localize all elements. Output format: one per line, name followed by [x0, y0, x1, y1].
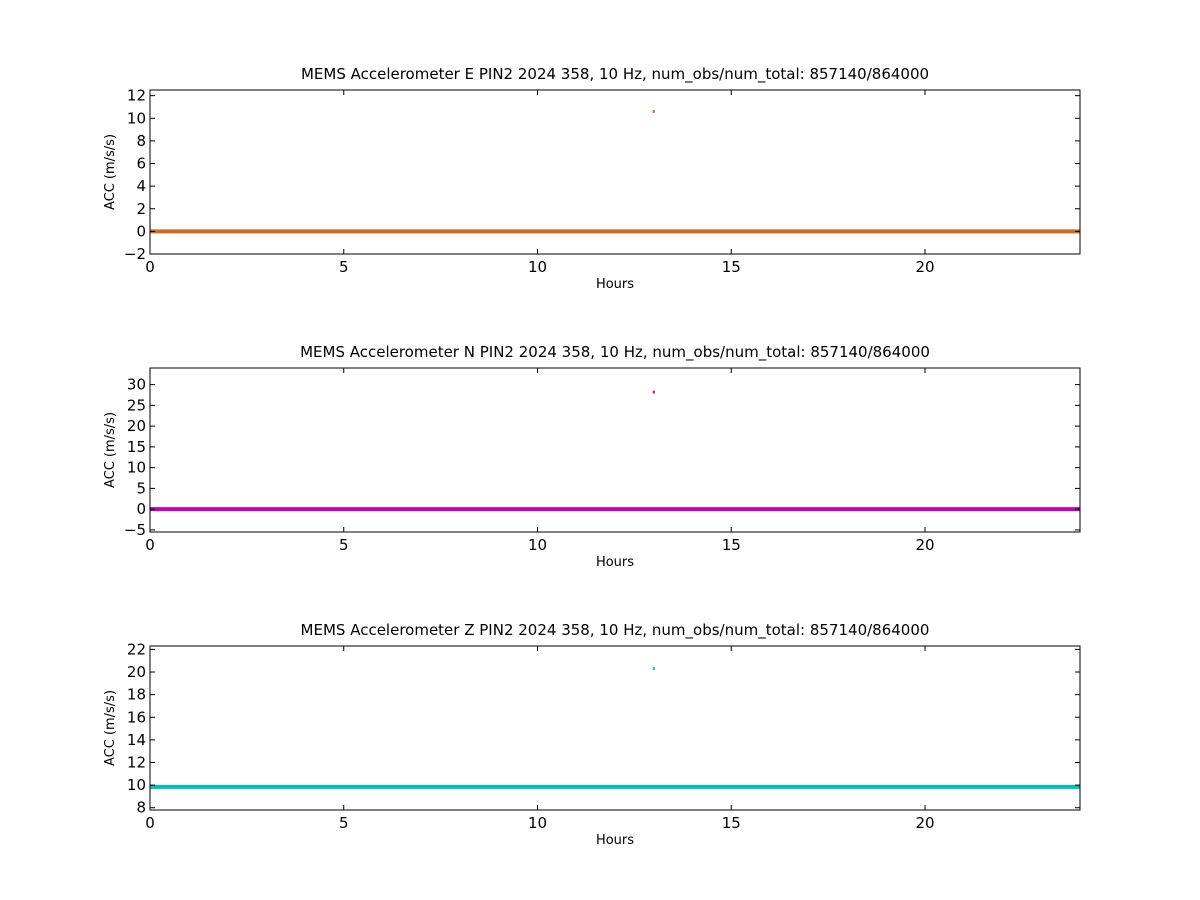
x-axis-label-east: Hours [596, 277, 634, 292]
x-tick-label-vertical: 0 [145, 814, 155, 832]
chart-panel-north: MEMS Accelerometer N PIN2 2024 358, 10 H… [103, 343, 1081, 570]
x-tick-label-east: 10 [528, 258, 547, 276]
x-axis-label-north: Hours [596, 555, 634, 570]
chart-panel-east: MEMS Accelerometer E PIN2 2024 358, 10 H… [103, 65, 1081, 292]
x-tick-label-east: 20 [915, 258, 934, 276]
x-tick-label-north: 5 [339, 536, 349, 554]
y-tick-label-north: −5 [124, 521, 146, 539]
y-tick-label-north: 25 [127, 396, 146, 414]
y-tick-label-vertical: 12 [127, 753, 146, 771]
x-axis-label-vertical: Hours [596, 833, 634, 848]
y-tick-label-north: 20 [127, 417, 146, 435]
y-tick-label-east: 2 [136, 200, 146, 218]
y-tick-label-vertical: 8 [136, 799, 146, 817]
y-tick-label-vertical: 20 [127, 663, 146, 681]
plot-frame-east [149, 89, 1081, 255]
y-tick-label-north: 15 [127, 438, 146, 456]
x-tick-label-north: 15 [722, 536, 741, 554]
y-tick-label-east: 10 [127, 109, 146, 127]
y-tick-label-east: 8 [136, 132, 146, 150]
y-axis-label-north: ACC (m/s/s) [103, 412, 118, 488]
x-tick-label-vertical: 5 [339, 814, 349, 832]
y-axis-label-vertical: ACC (m/s/s) [103, 690, 118, 766]
x-tick-label-vertical: 20 [915, 814, 934, 832]
y-tick-label-east: −2 [124, 245, 146, 263]
y-axis-label-east: ACC (m/s/s) [103, 134, 118, 210]
plot-frame-north [149, 367, 1081, 533]
y-tick-label-east: 6 [136, 155, 146, 173]
chart-panel-vertical: MEMS Accelerometer Z PIN2 2024 358, 10 H… [103, 621, 1081, 848]
plot-frame-vertical [149, 645, 1081, 811]
x-tick-label-vertical: 15 [722, 814, 741, 832]
y-tick-label-east: 12 [127, 87, 146, 105]
y-tick-label-east: 0 [136, 222, 146, 240]
chart-title-north: MEMS Accelerometer N PIN2 2024 358, 10 H… [300, 343, 930, 362]
y-tick-label-vertical: 14 [127, 731, 146, 749]
y-tick-label-vertical: 22 [127, 640, 146, 658]
y-tick-label-vertical: 16 [127, 708, 146, 726]
y-tick-label-north: 0 [136, 500, 146, 518]
x-tick-label-north: 0 [145, 536, 155, 554]
x-tick-label-east: 0 [145, 258, 155, 276]
chart-title-vertical: MEMS Accelerometer Z PIN2 2024 358, 10 H… [301, 621, 930, 640]
y-tick-label-east: 4 [136, 177, 146, 195]
x-tick-label-north: 10 [528, 536, 547, 554]
data-spike-point-east [652, 109, 655, 113]
y-tick-label-vertical: 18 [127, 686, 146, 704]
y-tick-label-north: 10 [127, 459, 146, 477]
x-tick-label-vertical: 10 [528, 814, 547, 832]
x-tick-label-east: 15 [722, 258, 741, 276]
x-tick-label-north: 20 [915, 536, 934, 554]
y-tick-label-north: 30 [127, 376, 146, 394]
y-tick-label-vertical: 10 [127, 776, 146, 794]
data-spike-point-vertical [652, 667, 655, 671]
data-spike-point-north [652, 390, 655, 394]
y-tick-label-north: 5 [136, 479, 146, 497]
chart-title-east: MEMS Accelerometer E PIN2 2024 358, 10 H… [301, 65, 929, 84]
x-tick-label-east: 5 [339, 258, 349, 276]
